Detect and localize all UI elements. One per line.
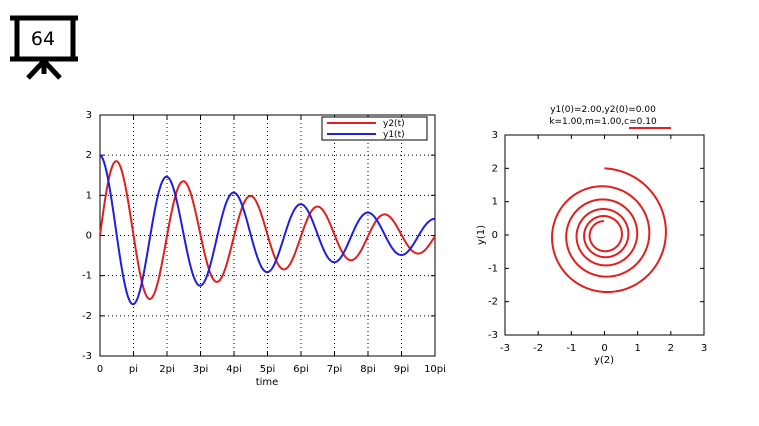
y-tick-labels: 3 2 1 0 -1 -2 -3	[82, 110, 92, 362]
y-tick-label: 2	[492, 163, 498, 174]
x-tick-label: -1	[566, 343, 576, 354]
x-tick-label: 6pi	[293, 364, 309, 375]
y-tick-label: 0	[86, 231, 92, 242]
x-tick-labels: 0 pi 2pi 3pi 4pi 5pi 6pi 7pi 8pi 9pi 10pi	[97, 364, 446, 375]
chart-title-line1: y1(0)=2.00,y2(0)=0.00	[550, 105, 656, 115]
x-tick-label: 0	[97, 364, 103, 375]
y-tick-label: -2	[488, 297, 498, 308]
x-tick-label: 9pi	[394, 364, 410, 375]
tick-marks	[504, 134, 705, 336]
x-tick-label: 3	[701, 343, 707, 354]
series-lines	[99, 154, 436, 306]
series-line-y2(t)	[99, 160, 436, 301]
y-tick-label: 2	[86, 150, 92, 161]
x-axis-label: y(2)	[594, 355, 614, 366]
legend: y2(t) y1(t)	[321, 116, 428, 141]
x-tick-label: pi	[129, 364, 138, 375]
phase-curve	[551, 167, 667, 294]
y-tick-label: -3	[82, 351, 92, 362]
y-tick-label: 3	[492, 130, 498, 141]
y-tick-label: 3	[86, 110, 92, 121]
x-tick-label: -2	[533, 343, 543, 354]
x-tick-label: 2pi	[159, 364, 175, 375]
x-tick-label: 3pi	[193, 364, 209, 375]
y-tick-label: 1	[492, 197, 498, 208]
y-tick-label: -1	[82, 271, 92, 282]
y-tick-label: -3	[488, 330, 498, 341]
y-tick-label: -2	[82, 311, 92, 322]
series-line-y1(t)	[99, 154, 436, 306]
y-tick-labels: 3 2 1 0 -1 -2 -3	[488, 130, 498, 341]
presentation-board-icon	[10, 15, 78, 80]
y-tick-label: 0	[492, 230, 498, 241]
x-tick-label: 7pi	[327, 364, 343, 375]
x-axis-label: time	[256, 377, 279, 388]
slide-number: 64	[30, 28, 56, 50]
x-tick-labels: -3 -2 -1 0 1 2 3	[500, 343, 707, 354]
plot-frame	[504, 134, 705, 336]
x-tick-label: -3	[500, 343, 510, 354]
chart-title-line2: k=1.00,m=1.00,c=0.10	[549, 117, 657, 127]
series-lines	[551, 167, 667, 294]
legend-label-y2: y2(t)	[383, 119, 405, 129]
y-tick-label: -1	[488, 263, 498, 274]
x-tick-label: 8pi	[360, 364, 376, 375]
y-axis-label: y(1)	[476, 225, 487, 245]
x-tick-label: 4pi	[226, 364, 242, 375]
x-tick-label: 2	[668, 343, 674, 354]
x-tick-label: 5pi	[260, 364, 276, 375]
x-tick-label: 1	[634, 343, 640, 354]
y-tick-label: 1	[86, 190, 92, 201]
x-tick-label: 10pi	[424, 364, 446, 375]
legend-label-y1: y1(t)	[383, 130, 405, 140]
x-tick-label: 0	[601, 343, 607, 354]
